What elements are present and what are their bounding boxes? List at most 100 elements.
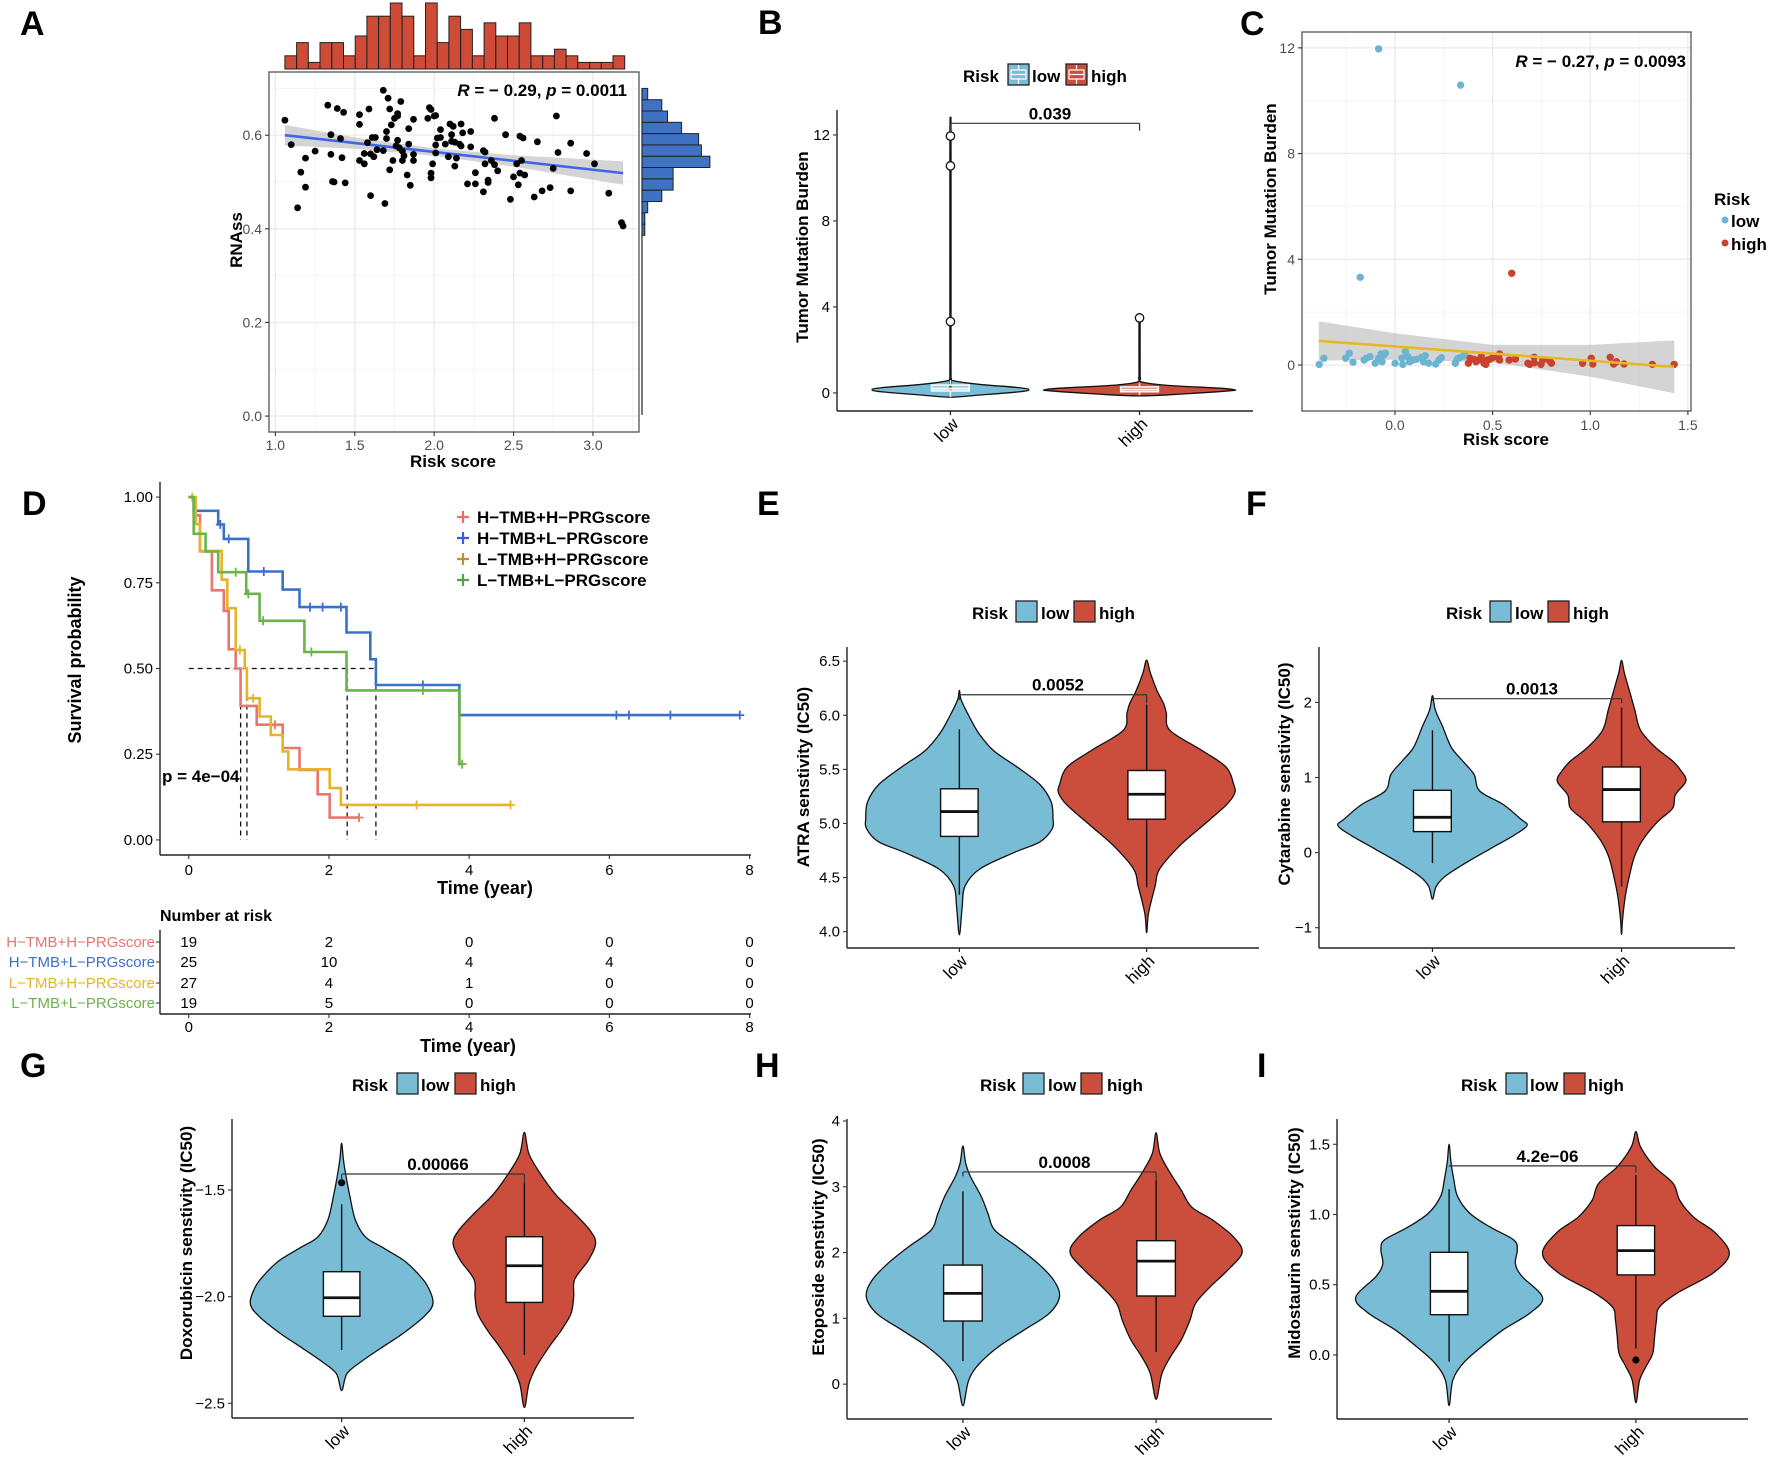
histogram-bar-top <box>319 42 333 70</box>
risk-table-x-axis-title: Time (year) <box>420 1036 516 1056</box>
outlier-point <box>338 1179 346 1187</box>
scatter-point <box>457 120 465 128</box>
histogram-bar-right <box>641 133 700 146</box>
scatter-point <box>383 128 390 135</box>
scatter-point <box>387 121 395 129</box>
legend-plus-icon <box>457 553 469 565</box>
panel-f: F −1 0 1 2 low high Cytarabine senstivity (IC50… <box>1246 485 1735 988</box>
scatter-point <box>472 180 479 188</box>
scatter-point <box>480 188 487 196</box>
outlier-point <box>945 316 956 327</box>
scatter-point <box>538 187 546 195</box>
panel-e: E 4.0 4.5 5.0 5.5 6.0 6.5 low high ATRA senstivit… <box>757 485 1259 988</box>
y-tick-label: 4.5 <box>819 870 840 887</box>
scatter-point <box>619 222 627 230</box>
x-axis-title: Risk score <box>410 452 496 471</box>
x-category-label: high <box>500 1421 536 1457</box>
x-category-label: high <box>1115 414 1151 450</box>
histogram-bar-right <box>641 121 683 135</box>
y-tick-label: 0 <box>1287 357 1295 373</box>
scatter-point <box>437 134 444 141</box>
legend-key-high <box>1073 600 1096 623</box>
x-category-label: low <box>943 1422 975 1454</box>
risk-table-x-tick-label: 6 <box>605 1019 613 1036</box>
histogram-bar-top <box>331 42 344 70</box>
legend-title: Risk <box>963 67 999 86</box>
scatter-point <box>333 105 341 112</box>
scatter-point <box>324 101 332 109</box>
annotation-value: = 0.0011 <box>557 81 627 100</box>
legend-key-low <box>1022 1072 1045 1095</box>
scatter-point <box>484 179 492 186</box>
p-value-label: 0.0052 <box>1032 676 1084 695</box>
scatter-point <box>513 160 521 168</box>
annotation-value: = − 0.29, <box>470 81 547 100</box>
histogram-bar-right <box>641 110 668 123</box>
scatter-point <box>381 200 389 207</box>
y-tick-label: 0.5 <box>1309 1277 1330 1294</box>
violin-low <box>871 116 1030 398</box>
x-tick-label: 2.5 <box>504 437 524 453</box>
y-tick-label: 4 <box>822 299 830 316</box>
censor-mark <box>354 813 364 823</box>
scatter-point-low <box>1356 273 1364 281</box>
x-tick-label: 8 <box>745 862 753 879</box>
panel-label: G <box>20 1047 46 1085</box>
legend-dot-high <box>1721 239 1729 247</box>
p-value-label: 4.2e−06 <box>1517 1147 1579 1166</box>
histogram-bar-top <box>507 35 520 70</box>
scatter-point-low <box>1381 349 1390 357</box>
scatter-point-high <box>1547 359 1556 367</box>
scatter-point-low <box>1421 352 1429 360</box>
y-tick-label: 3 <box>832 1179 840 1196</box>
censor-mark <box>665 710 675 720</box>
legend-key-high <box>1080 1072 1103 1095</box>
histogram-bar-top <box>401 15 415 70</box>
scatter-point <box>394 136 401 144</box>
histogram-bar-top <box>284 55 298 70</box>
y-tick-label: 0.00 <box>124 832 153 849</box>
histogram-bar-top <box>436 42 450 70</box>
scatter-point <box>432 112 440 119</box>
histogram-bar-right <box>641 178 674 191</box>
scatter-point-high <box>1495 356 1504 364</box>
censor-mark <box>259 567 269 576</box>
scatter-point <box>514 181 522 189</box>
legend-key-low <box>396 1072 419 1095</box>
y-tick-label: 6.5 <box>819 653 840 670</box>
histogram-bar-top <box>553 48 567 70</box>
legend-label-high: high <box>1588 1076 1624 1095</box>
legend-label-high: high <box>1573 604 1609 623</box>
scatter-point <box>360 150 368 157</box>
scatter-point <box>427 169 435 177</box>
scatter-point <box>472 169 479 177</box>
outlier-point <box>1134 313 1145 323</box>
censor-mark <box>248 693 258 703</box>
x-tick-label: 1.0 <box>266 437 286 453</box>
panel-i: I 0.0 0.5 1.0 1.5 low high Midostaurin senstivi… <box>1257 1047 1748 1459</box>
risk-table-count: 4 <box>465 954 473 971</box>
y-tick-label: 5.0 <box>819 815 840 832</box>
scatter-point-low <box>1320 354 1328 362</box>
scatter-point <box>405 125 413 132</box>
scatter-point <box>530 193 538 201</box>
scatter-point <box>327 151 335 158</box>
scatter-point <box>459 129 467 137</box>
y-tick-label: 2 <box>1304 694 1312 711</box>
histogram-bar-top <box>530 55 544 70</box>
scatter-point <box>553 112 560 120</box>
censor-mark <box>624 710 634 720</box>
scatter-point <box>341 179 349 187</box>
y-tick-label: 0.0 <box>1309 1347 1330 1364</box>
scatter-point <box>410 115 417 123</box>
histogram-bar-right <box>641 189 663 202</box>
y-tick-label: −2.0 <box>195 1289 225 1306</box>
risk-table-count: 19 <box>180 934 197 951</box>
scatter-point <box>294 204 301 212</box>
y-tick-label: 4 <box>1287 251 1295 267</box>
censor-mark <box>231 567 241 577</box>
scatter-point <box>386 166 394 174</box>
risk-table-count: 27 <box>180 975 197 992</box>
scatter-point-high <box>1606 353 1614 361</box>
histogram-bar-top <box>413 55 426 70</box>
